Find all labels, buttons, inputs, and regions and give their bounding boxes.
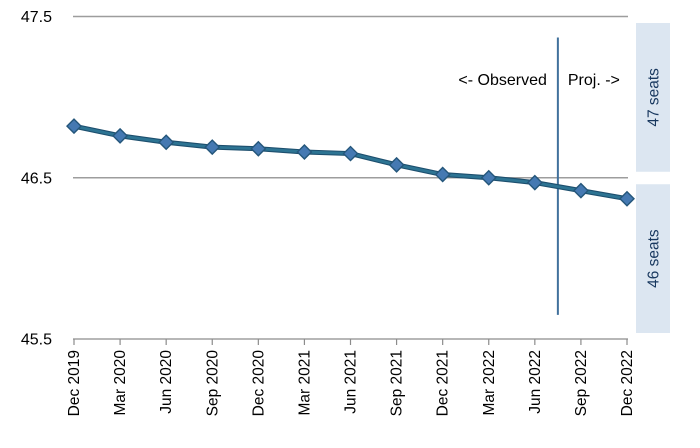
y-axis-tick-label: 47.5	[21, 9, 52, 26]
projection-label: Proj. ->	[568, 72, 620, 89]
series-marker	[572, 182, 589, 199]
band-47-seats	[636, 23, 670, 172]
series-line	[72, 124, 629, 201]
series-marker	[158, 134, 175, 151]
x-axis-label: Dec 2022	[619, 350, 636, 416]
series-marker	[526, 174, 543, 191]
series-marker	[204, 139, 221, 156]
band-label-46-seats: 46 seats	[646, 229, 663, 288]
x-axis-label: Sep 2021	[389, 350, 406, 416]
x-axis-label: Mar 2020	[112, 350, 129, 416]
band-46-seats	[636, 184, 670, 333]
x-axis-label: Sep 2020	[204, 350, 221, 417]
series-marker	[342, 145, 359, 162]
series-marker	[388, 156, 405, 173]
x-axis-label: Jun 2020	[158, 350, 175, 414]
series-marker	[619, 190, 635, 207]
x-axis-label: Jun 2021	[343, 350, 360, 414]
x-axis-label: Mar 2021	[296, 350, 313, 415]
series-marker	[434, 166, 451, 183]
x-axis-label: Dec 2021	[435, 350, 452, 416]
series-marker	[480, 169, 497, 186]
series-marker	[112, 127, 129, 144]
y-axis-tick-label: 46.5	[21, 170, 52, 187]
series-marker	[296, 143, 313, 160]
band-label-47-seats: 47 seats	[646, 68, 663, 127]
series-marker	[250, 140, 267, 157]
x-axis-label: Dec 2019	[66, 350, 83, 416]
x-axis-label: Jun 2022	[527, 350, 544, 414]
x-axis-label: Mar 2022	[481, 350, 498, 415]
y-axis-tick-label: 45.5	[21, 332, 52, 349]
observed-label: <- Observed	[458, 72, 546, 89]
series-marker	[66, 118, 82, 135]
x-axis-label: Dec 2020	[250, 350, 267, 417]
series-line-edge	[71, 123, 630, 202]
x-axis-label: Sep 2022	[573, 350, 590, 416]
